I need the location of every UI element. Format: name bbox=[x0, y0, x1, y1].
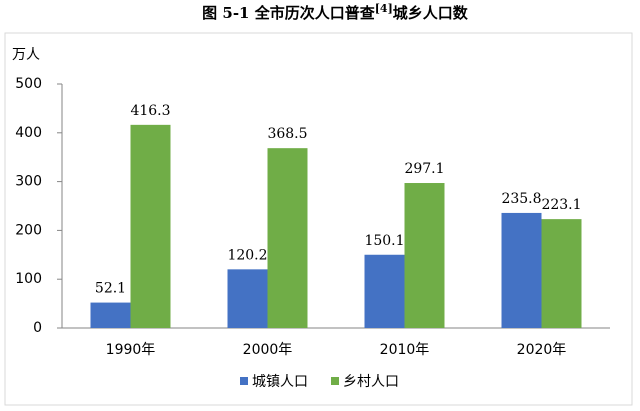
chart-frame bbox=[4, 32, 633, 406]
bar bbox=[541, 219, 582, 328]
y-tick-label: 500 bbox=[15, 76, 42, 92]
title-end: 城乡人口数 bbox=[393, 4, 469, 22]
bar bbox=[90, 302, 131, 328]
legend-label: 城镇人口 bbox=[252, 374, 308, 390]
value-label: 235.8 bbox=[501, 191, 541, 207]
x-tick-label: 2000年 bbox=[243, 342, 293, 358]
x-tick-label: 2020年 bbox=[517, 342, 567, 358]
x-tick-label: 2010年 bbox=[380, 342, 430, 358]
y-tick-label: 0 bbox=[33, 320, 42, 336]
title-main: 图 5-1 全市历次人口普查 bbox=[202, 4, 376, 22]
y-tick-label: 300 bbox=[15, 174, 42, 190]
bar bbox=[501, 212, 542, 328]
value-label: 368.5 bbox=[267, 126, 307, 142]
legend-swatch bbox=[240, 377, 248, 385]
legend-swatch bbox=[331, 377, 339, 385]
value-label: 52.1 bbox=[95, 281, 126, 297]
x-tick-label: 1990年 bbox=[106, 342, 156, 358]
value-label: 416.3 bbox=[130, 103, 170, 119]
bar bbox=[227, 269, 268, 328]
value-label: 120.2 bbox=[227, 247, 267, 263]
value-label: 150.1 bbox=[364, 233, 404, 249]
title-note: [4] bbox=[375, 2, 393, 15]
y-tick-label: 400 bbox=[15, 125, 42, 141]
y-tick-label: 200 bbox=[15, 222, 42, 238]
value-label: 223.1 bbox=[541, 197, 581, 213]
value-label: 297.1 bbox=[404, 161, 444, 177]
bar bbox=[267, 148, 308, 328]
bar bbox=[364, 254, 405, 328]
y-axis-label: 万人 bbox=[12, 47, 40, 63]
legend-label: 乡村人口 bbox=[343, 374, 399, 390]
bar bbox=[130, 124, 171, 328]
chart-title: 图 5-1 全市历次人口普查[4]城乡人口数 bbox=[202, 2, 469, 22]
y-tick-label: 100 bbox=[15, 271, 42, 287]
bar bbox=[404, 183, 445, 328]
